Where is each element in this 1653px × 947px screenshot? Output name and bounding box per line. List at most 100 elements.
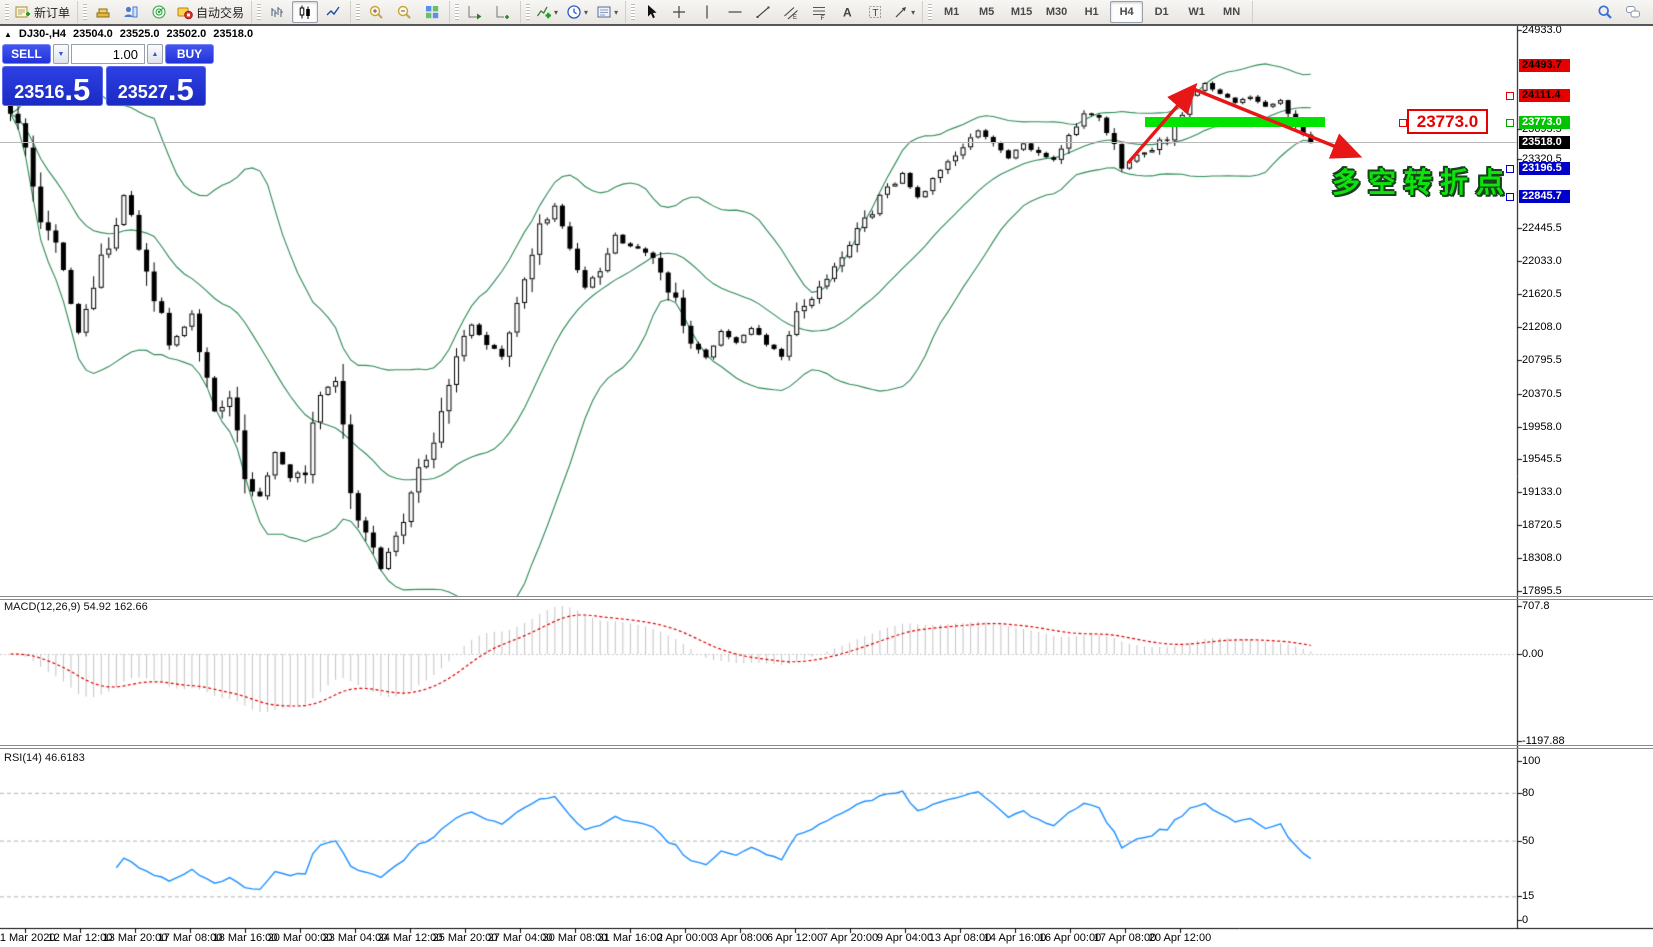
data-window-button[interactable] xyxy=(118,1,144,23)
chevron-down-icon[interactable]: ▾ xyxy=(911,7,916,17)
svg-text:T: T xyxy=(872,8,878,19)
price-tick-label: 21620.5 xyxy=(1522,288,1562,301)
time-axis-label: 13 Apr 08:00 xyxy=(928,932,992,944)
price-level-box: 22845.7 xyxy=(1519,189,1570,203)
toolbar-group xyxy=(351,1,451,23)
drag-grip[interactable] xyxy=(356,4,361,20)
shapes-button[interactable]: ▾ xyxy=(890,1,918,23)
tf-h4-button[interactable]: H4 xyxy=(1110,1,1144,23)
sell-price-panel[interactable]: 23516.5 xyxy=(2,66,103,106)
tf-h1-button[interactable]: H1 xyxy=(1084,6,1099,18)
drag-grip[interactable] xyxy=(257,4,262,20)
svg-text:A: A xyxy=(843,6,852,20)
bar-chart-button[interactable] xyxy=(264,1,290,23)
price-level-box: 24493.7 xyxy=(1519,58,1570,72)
volume-decrease-button[interactable]: ▼ xyxy=(53,44,69,64)
price-level-box: 23518.0 xyxy=(1519,136,1570,150)
volume-increase-button[interactable]: ▲ xyxy=(147,44,163,64)
collapse-panel-icon[interactable]: ▲ xyxy=(4,29,12,39)
tf-m15-button[interactable]: M15 xyxy=(1010,6,1033,18)
buy-button[interactable]: BUY xyxy=(165,44,214,64)
text-label-button[interactable]: T xyxy=(862,1,888,23)
pane-separator[interactable] xyxy=(0,596,1653,597)
tf-m5-button[interactable]: M5 xyxy=(978,6,995,18)
tf-m30-button[interactable]: M30 xyxy=(1045,6,1068,18)
drag-grip[interactable] xyxy=(928,4,933,20)
clock-icon xyxy=(566,4,582,20)
autotrading-icon xyxy=(177,4,193,20)
trendline-button[interactable] xyxy=(750,1,776,23)
market-watch-button[interactable] xyxy=(146,1,172,23)
chevron-down-icon[interactable]: ▾ xyxy=(554,7,559,17)
tile-windows-button[interactable] xyxy=(419,1,445,23)
tf-d1-button[interactable]: D1 xyxy=(1154,6,1169,18)
current-price-line xyxy=(0,142,1517,144)
templates-button[interactable]: ▾ xyxy=(593,1,621,23)
pane-separator[interactable] xyxy=(0,745,1653,746)
hline-icon xyxy=(727,4,743,20)
candlestick-chart-button[interactable] xyxy=(292,1,319,23)
tf-m1-button[interactable]: M1 xyxy=(943,6,960,18)
crosshair-button[interactable] xyxy=(666,1,692,23)
vertical-line-button[interactable] xyxy=(694,1,720,23)
text-button[interactable]: A xyxy=(834,1,860,23)
search-button[interactable] xyxy=(1592,1,1618,23)
time-axis-label: 18 Mar 16:00 xyxy=(212,932,278,944)
tf-w1-button[interactable]: W1 xyxy=(1188,6,1205,18)
chevron-down-icon[interactable]: ▾ xyxy=(614,7,619,17)
new-order-button[interactable]: 新订单 xyxy=(12,1,73,23)
line-handle[interactable] xyxy=(1506,165,1514,174)
fibonacci-button[interactable]: F xyxy=(806,1,832,23)
tiles-icon xyxy=(424,4,440,20)
cursor-button[interactable] xyxy=(638,1,664,23)
drag-grip[interactable] xyxy=(83,4,88,20)
drag-grip[interactable] xyxy=(455,4,460,20)
line-handle[interactable] xyxy=(1506,92,1514,101)
toolbar-group: M1 M5 M15 M30 H1 H4 D1 W1 MN xyxy=(923,1,1254,23)
chat-button[interactable] xyxy=(1620,1,1646,23)
line-handle[interactable] xyxy=(1399,119,1407,128)
pane-separator[interactable] xyxy=(0,748,1653,749)
gold-account-button[interactable] xyxy=(90,1,116,23)
time-axis-label: 17 Apr 08:00 xyxy=(1093,932,1157,944)
time-axis-label: 25 Mar 20:00 xyxy=(432,932,498,944)
price-tick-label: 18720.5 xyxy=(1522,519,1562,532)
periods-button[interactable]: ▾ xyxy=(563,1,591,23)
indicators-button[interactable]: ▾ xyxy=(533,1,561,23)
time-axis-label: 20 Apr 12:00 xyxy=(1148,932,1212,944)
autotrading-button[interactable]: 自动交易 xyxy=(174,1,247,23)
zoom-out-button[interactable] xyxy=(391,1,417,23)
symbol-period-label: DJ30-,H4 xyxy=(18,28,66,40)
channel-button[interactable]: E xyxy=(778,1,804,23)
magnifier-icon xyxy=(1597,4,1613,20)
time-axis-label: 24 Mar 12:00 xyxy=(377,932,443,944)
auto-scroll-button[interactable] xyxy=(462,1,488,23)
chart-shift-button[interactable] xyxy=(490,1,516,23)
cursor-icon xyxy=(643,4,659,20)
chat-icon xyxy=(1625,4,1641,20)
sell-button[interactable]: SELL xyxy=(2,44,51,64)
drag-grip[interactable] xyxy=(631,4,636,20)
time-axis-label: 9 Apr 04:00 xyxy=(876,932,934,944)
horizontal-line-button[interactable] xyxy=(722,1,748,23)
tf-mn-button[interactable]: MN xyxy=(1223,6,1241,18)
gold-icon xyxy=(95,4,111,20)
drag-grip[interactable] xyxy=(5,4,9,20)
zoom-in-button[interactable] xyxy=(363,1,389,23)
price-callout-box[interactable]: 23773.0 xyxy=(1407,109,1488,135)
buy-price-panel[interactable]: 23527.5 xyxy=(105,66,206,106)
highlight-zone-bar[interactable] xyxy=(1145,117,1325,128)
drag-grip[interactable] xyxy=(526,4,531,20)
line-chart-button[interactable] xyxy=(320,1,346,23)
volume-input[interactable] xyxy=(71,44,145,64)
pane-separator[interactable] xyxy=(0,599,1653,600)
chevron-down-icon[interactable]: ▾ xyxy=(584,7,589,17)
macd-tick-label: 0.00 xyxy=(1522,648,1544,660)
line-handle[interactable] xyxy=(1506,119,1514,128)
channel-icon: E xyxy=(783,4,799,20)
line-handle[interactable] xyxy=(1506,193,1514,202)
fibo-icon: F xyxy=(811,4,827,20)
turning-point-annotation[interactable]: 多空转折点 xyxy=(1332,167,1513,198)
